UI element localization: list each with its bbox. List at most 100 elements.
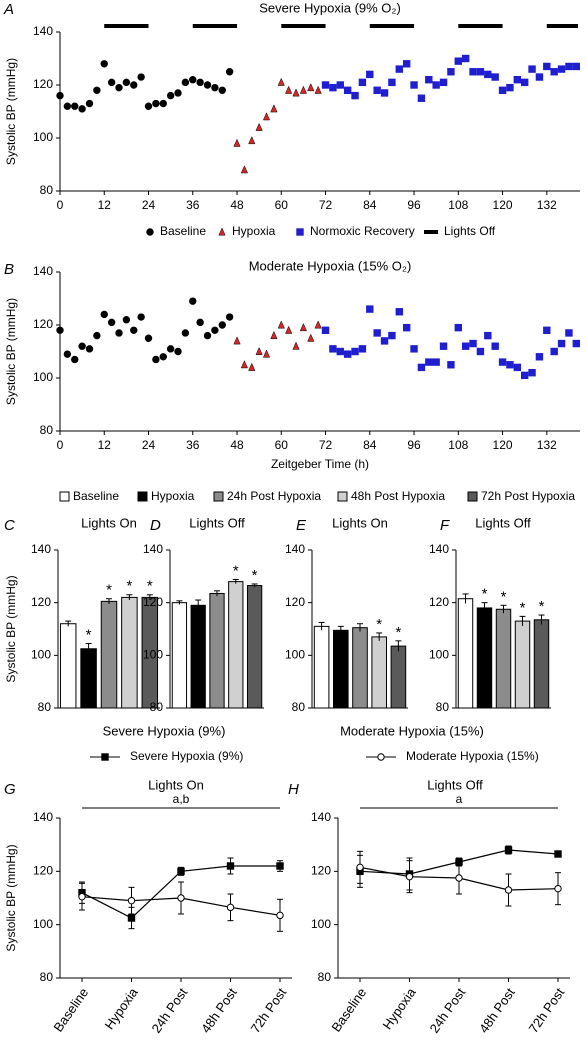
data-point [402,323,411,332]
data-point [358,345,367,353]
data-point [277,320,285,329]
x-tick-label: 0 [57,198,64,212]
group-label: Moderate Hypoxia (15%) [340,723,484,738]
annotation: a,b [173,792,190,806]
x-tick-label: 48h Post [198,985,240,1036]
data-point [557,339,566,348]
data-point [484,70,492,79]
y-tick-label: 100 [33,370,53,384]
data-point [270,330,278,340]
x-tick-label: 72h Post [248,985,290,1036]
data-point [314,85,322,94]
data-point [491,73,499,81]
bar [390,645,407,709]
x-tick-label: 36 [186,198,200,212]
data-point [314,320,322,329]
bar [333,629,349,709]
panel-title: Severe Hypoxia (9% O₂) [259,0,401,15]
x-tick-label: 84 [363,198,377,212]
x-tick-label: 132 [537,438,557,452]
data-point [469,339,477,348]
panel-letter: C [4,517,15,534]
legend-label: 24h Post Hypoxia [227,489,321,503]
legend-label: Hypoxia [151,489,195,503]
legend-marker [146,228,154,236]
data-point [388,78,396,87]
bar [246,585,263,709]
data-point [152,355,160,364]
data-point [255,122,263,131]
y-tick-label: 80 [292,700,306,714]
data-point [262,349,271,358]
data-point [572,62,581,71]
x-tick-label: 60 [275,438,289,452]
legend-marker [377,753,385,761]
data-point [405,872,414,881]
panel-title: Lights On [148,777,204,792]
data-point [484,331,492,340]
x-tick-label: 24 [142,198,156,212]
x-tick-label: 36 [186,438,200,452]
data-point [248,362,256,371]
data-point [93,86,101,95]
y-axis-label: Systolic BP (mmHg) [4,298,18,405]
data-point [181,329,190,337]
y-tick-label: 140 [311,810,331,824]
data-point [528,369,536,377]
data-point [395,65,403,73]
data-point [144,102,153,110]
data-point [504,846,513,854]
data-point [343,86,352,94]
data-point [543,62,551,71]
data-point [56,91,64,100]
significance-star: * [395,624,401,641]
panel-letter: G [4,781,16,798]
data-point [535,73,544,81]
significance-star: * [86,626,92,643]
x-tick-label: 48 [230,198,244,212]
panel-title: Lights On [332,515,388,530]
panel-letter: A [3,1,14,18]
legend-label: Moderate Hypoxia (15%) [406,749,539,763]
data-point [402,60,411,68]
data-point [528,65,536,73]
data-point [550,68,558,76]
data-point [299,85,307,94]
bar [121,596,138,709]
data-point [447,361,455,369]
legend-swatch [59,491,70,502]
data-point [329,345,337,353]
bar [171,602,188,709]
data-point [417,94,426,102]
x-tick-label: 120 [493,438,513,452]
y-tick-label: 120 [143,595,163,609]
data-point [410,81,418,89]
data-point [554,884,562,893]
y-axis-label: Systolic BP (mmHg) [4,58,18,165]
y-tick-label: 100 [33,917,53,931]
panel-letter: F [440,517,450,534]
data-point [276,862,284,870]
data-point [454,323,462,332]
significance-star: * [501,588,507,605]
y-tick-label: 140 [33,24,53,38]
data-point [373,329,381,337]
data-point [127,896,136,905]
data-point [455,874,463,882]
y-tick-label: 120 [311,864,331,878]
data-point [572,339,581,348]
data-point [189,297,197,305]
y-tick-label: 140 [285,542,305,556]
significance-star: * [252,567,258,584]
data-point [174,89,182,97]
y-tick-label: 100 [429,648,449,662]
data-point [85,99,94,108]
data-point [262,112,271,121]
bar [228,581,244,709]
data-point [417,363,426,372]
legend-label: 72h Post Hypoxia [481,489,575,503]
data-point [225,68,234,76]
data-point [78,342,86,350]
x-axis-label: Zeitgeber Time (h) [271,457,369,471]
